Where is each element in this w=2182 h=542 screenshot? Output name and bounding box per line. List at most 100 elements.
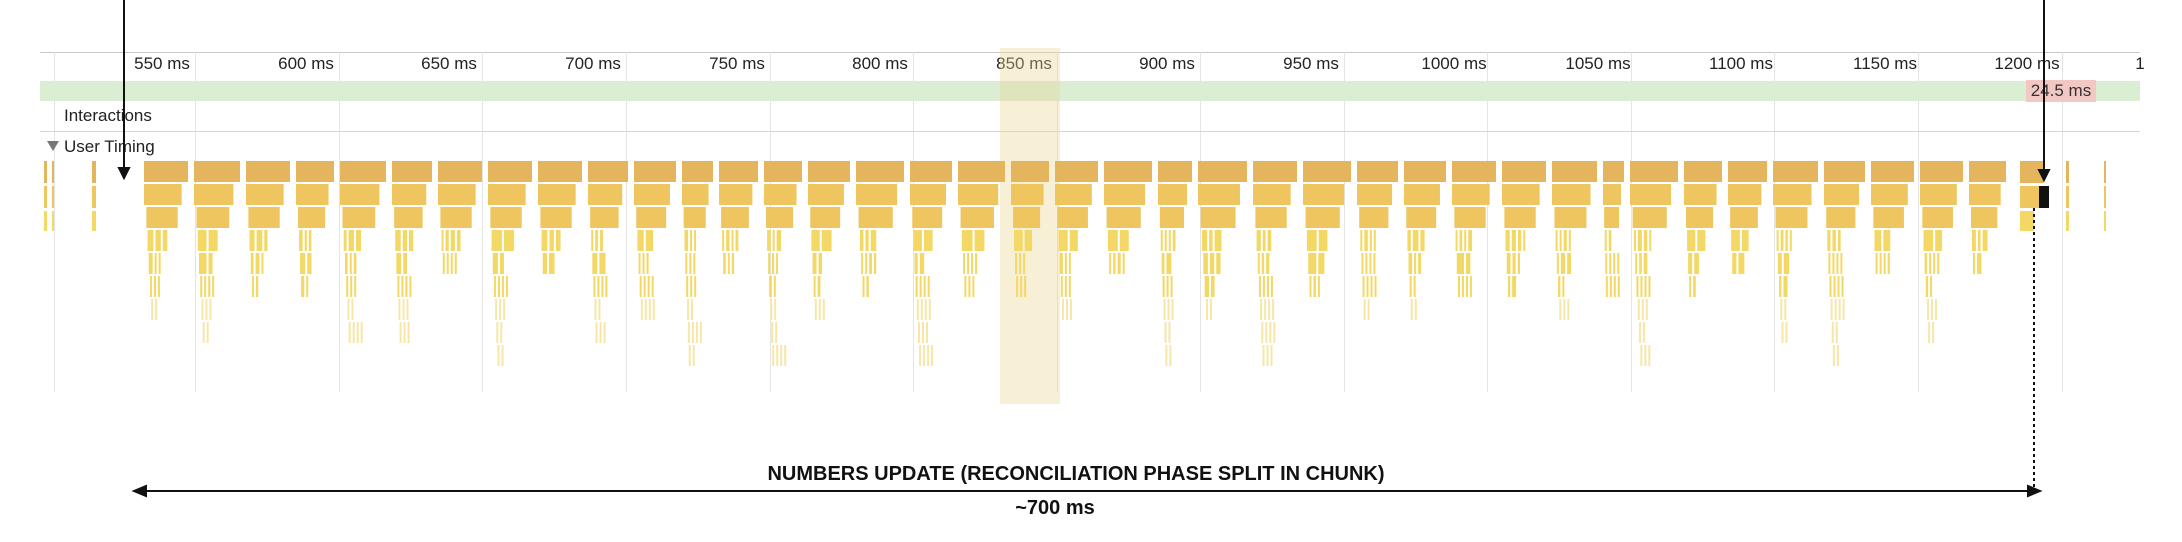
flame-block [915,276,918,297]
flame-block [205,299,208,320]
flame-block [1414,299,1417,320]
flame-block [727,253,730,274]
flame-block [1065,299,1068,320]
flame-block [775,322,778,343]
flame-block [1104,161,1152,182]
flame-block [1364,230,1368,251]
flame-block [1412,230,1419,251]
flame-block [198,253,207,274]
flame-block [154,253,157,274]
flame-block [592,253,598,274]
flame-block [599,230,603,251]
user-timing-track-label[interactable]: User Timing [64,137,155,156]
flame-block [1454,207,1486,228]
flame-block [1164,230,1167,251]
flame-block [401,276,404,297]
flame-block [493,276,496,297]
flame-block [1466,253,1471,274]
flame-block [772,253,775,274]
flame-block [599,253,606,274]
flame-block [1558,276,1561,297]
flame-block [194,184,234,205]
flame-block [1366,276,1369,297]
flame-block [772,230,775,251]
flame-block [1732,253,1737,274]
flame-block [1261,253,1265,274]
flame-block [817,276,821,297]
flame-block [687,322,690,343]
flame-block [723,253,726,274]
flame-block [52,161,54,183]
ruler-label: 900 ms [1139,54,1195,73]
flame-block [1369,230,1372,251]
flame-block [1636,276,1639,297]
flame-block [1172,230,1176,251]
flame-block [1643,322,1646,343]
flame-block [1268,299,1271,320]
flame-block [1464,230,1467,251]
flame-block [1365,253,1368,274]
flame-block [1832,253,1835,274]
flame-block [497,276,500,297]
flame-block [634,161,676,182]
flame-block [155,299,158,320]
flame-block [1875,253,1878,274]
flame-block [246,161,290,182]
flame-block [923,345,926,366]
flame-block [1303,161,1351,182]
flame-block [349,253,352,274]
flame-block [769,276,772,297]
flame-block [1265,322,1268,343]
flame-block [209,299,212,320]
flame-block [776,253,779,274]
flame-block [639,276,642,297]
flame-block [968,276,971,297]
flame-block [1313,276,1316,297]
flame-block [250,253,254,274]
flame-block [450,230,455,251]
flame-block [1781,322,1784,343]
flame-block [1637,230,1642,251]
flame-block [1410,299,1413,320]
flame-block [1971,230,1976,251]
flame-block [870,230,877,251]
flame-block [1826,207,1856,228]
flame-block [1632,207,1667,228]
flame-block [859,230,864,251]
flame-block [642,253,645,274]
flame-block [1563,299,1566,320]
flame-block [1879,253,1882,274]
flame-block [719,161,758,182]
flame-block [731,230,734,251]
flame-block [776,345,779,366]
flame-block [212,276,215,297]
flame-block [1630,161,1678,182]
flame-block [392,184,427,205]
flame-block [1641,299,1644,320]
flame-block [403,253,407,274]
flame-block [1253,184,1291,205]
flame-block [687,299,690,320]
flame-block [44,161,47,183]
flame-block [1507,276,1511,297]
flame-block [652,299,655,320]
grid-tick [195,52,196,392]
ruler-label-trailing: 1 [2135,54,2145,73]
flame-block [1253,161,1297,182]
flame-block [1024,230,1033,251]
flame-block [1982,230,1988,251]
flame-block [1260,299,1263,320]
collapse-triangle-icon[interactable] [47,141,59,151]
flame-block [256,230,263,251]
flame-block [1829,276,1832,297]
flame-block [1468,230,1473,251]
flame-block [1563,230,1567,251]
ruler-label: 850 ms [996,54,1052,73]
flame-block [1644,345,1647,366]
flame-block [774,299,777,320]
flame-block [648,299,651,320]
flame-block [2020,186,2040,208]
flame-block [1258,276,1261,297]
flame-block [1373,253,1376,274]
flame-block [588,161,628,182]
